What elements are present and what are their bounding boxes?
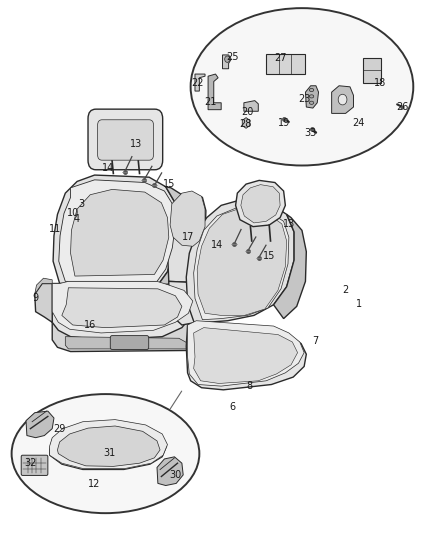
- Polygon shape: [59, 180, 175, 281]
- FancyBboxPatch shape: [98, 120, 153, 160]
- Polygon shape: [57, 426, 160, 466]
- Text: 26: 26: [396, 102, 409, 112]
- Text: 18: 18: [374, 78, 387, 88]
- Text: 25: 25: [226, 52, 238, 61]
- Polygon shape: [187, 321, 304, 386]
- Polygon shape: [170, 191, 205, 246]
- Text: 3: 3: [78, 199, 85, 209]
- Polygon shape: [52, 284, 195, 340]
- Polygon shape: [195, 74, 205, 91]
- Polygon shape: [52, 281, 193, 333]
- Text: 21: 21: [204, 96, 216, 107]
- Polygon shape: [223, 55, 231, 69]
- Text: 13: 13: [283, 219, 295, 229]
- Text: 28: 28: [239, 119, 251, 129]
- Polygon shape: [167, 193, 206, 282]
- Polygon shape: [158, 187, 188, 292]
- Text: 31: 31: [104, 448, 116, 457]
- Polygon shape: [186, 200, 294, 325]
- FancyBboxPatch shape: [88, 109, 162, 169]
- Text: 10: 10: [67, 208, 79, 219]
- Polygon shape: [244, 101, 258, 111]
- Polygon shape: [241, 184, 280, 223]
- FancyBboxPatch shape: [110, 336, 149, 350]
- Polygon shape: [186, 325, 306, 390]
- Text: 14: 14: [102, 163, 114, 173]
- Polygon shape: [208, 74, 221, 110]
- Text: 16: 16: [84, 320, 96, 330]
- Text: 24: 24: [353, 118, 365, 128]
- Text: 4: 4: [74, 214, 80, 224]
- Polygon shape: [49, 421, 166, 470]
- Text: 2: 2: [343, 286, 349, 295]
- Polygon shape: [35, 284, 52, 322]
- Circle shape: [338, 94, 347, 105]
- Polygon shape: [305, 86, 318, 108]
- Text: 11: 11: [49, 224, 61, 235]
- Text: 20: 20: [241, 107, 254, 117]
- Bar: [266, 54, 304, 74]
- Text: 32: 32: [24, 458, 36, 468]
- Polygon shape: [332, 86, 353, 114]
- Text: 13: 13: [130, 139, 142, 149]
- Polygon shape: [35, 278, 52, 294]
- Text: 30: 30: [169, 471, 181, 480]
- Text: 1: 1: [356, 298, 362, 309]
- Polygon shape: [194, 207, 289, 320]
- Text: 17: 17: [182, 232, 194, 243]
- Text: 7: 7: [312, 336, 318, 346]
- Text: 22: 22: [191, 78, 203, 88]
- Polygon shape: [169, 281, 209, 325]
- Bar: [363, 58, 381, 83]
- Polygon shape: [71, 189, 169, 276]
- Text: 33: 33: [304, 127, 317, 138]
- Polygon shape: [65, 337, 188, 349]
- Ellipse shape: [309, 101, 314, 104]
- Polygon shape: [157, 457, 183, 486]
- Ellipse shape: [309, 88, 314, 92]
- Text: 27: 27: [274, 53, 286, 62]
- Text: 15: 15: [263, 251, 276, 261]
- Text: 8: 8: [247, 381, 253, 391]
- FancyBboxPatch shape: [21, 455, 48, 475]
- Text: 6: 6: [229, 402, 235, 413]
- Polygon shape: [62, 288, 182, 328]
- Polygon shape: [197, 208, 287, 316]
- Polygon shape: [26, 411, 54, 438]
- Ellipse shape: [191, 8, 413, 165]
- Ellipse shape: [12, 394, 199, 513]
- Text: 19: 19: [279, 118, 291, 128]
- Polygon shape: [52, 320, 199, 352]
- Polygon shape: [236, 180, 286, 227]
- Polygon shape: [274, 214, 306, 319]
- Text: 12: 12: [88, 480, 101, 489]
- Polygon shape: [194, 328, 297, 383]
- Polygon shape: [49, 419, 167, 469]
- Text: 9: 9: [32, 293, 39, 303]
- Text: 15: 15: [162, 179, 175, 189]
- Polygon shape: [53, 175, 177, 285]
- Text: 29: 29: [53, 424, 66, 434]
- Ellipse shape: [309, 95, 314, 98]
- Text: 14: 14: [211, 240, 223, 250]
- Text: 23: 23: [298, 94, 311, 104]
- Circle shape: [225, 56, 230, 62]
